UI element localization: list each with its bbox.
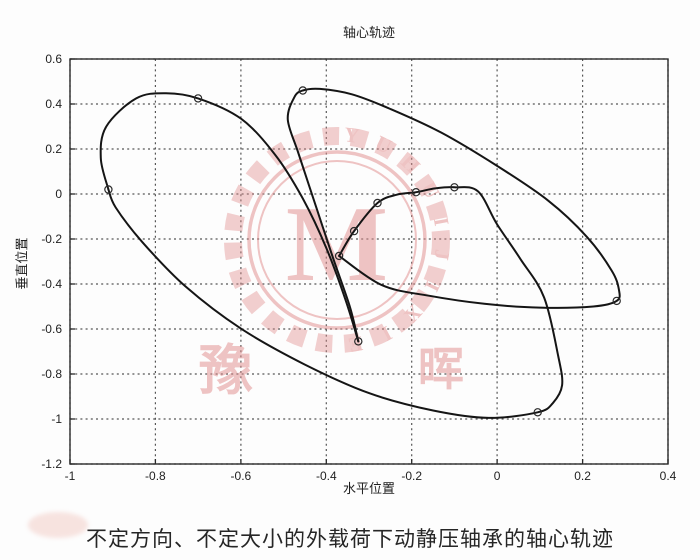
y-tick-label: 0.4 <box>45 97 62 111</box>
x-tick-label: 0 <box>494 469 501 483</box>
x-tick-label: -1 <box>65 469 76 483</box>
y-tick-label: -0.6 <box>41 322 62 336</box>
watermark-letter: H <box>396 149 424 178</box>
y-tick-label: -0.2 <box>41 232 62 246</box>
orbit-marker <box>373 198 382 208</box>
watermark-inner-circle <box>257 160 417 320</box>
y-tick-label: -1 <box>51 412 62 426</box>
x-tick-label: -0.8 <box>145 469 166 483</box>
y-tick-label: -0.4 <box>41 277 62 291</box>
orbit-marker <box>334 251 344 261</box>
watermark-letter: U <box>371 131 395 159</box>
watermark-logo: MY UHUIJIXIE豫晖 <box>199 122 464 401</box>
watermark-gear-ring <box>224 127 450 353</box>
watermark-outer-circle <box>247 150 427 330</box>
orbit-path <box>99 92 360 343</box>
watermark-m-emblem: M <box>286 185 388 304</box>
orbit-marker <box>612 296 621 306</box>
figure-caption: 不定方向、不定大小的外载荷下动静压轴承的轴心轨迹 <box>86 527 614 551</box>
watermark-letter: J <box>429 248 454 262</box>
watermark-char-right: 晖 <box>418 344 464 395</box>
orbit-path <box>107 186 564 419</box>
orbit-path <box>286 87 621 343</box>
x-tick-label: -0.4 <box>316 469 337 483</box>
y-tick-label: 0 <box>55 187 62 201</box>
y-tick-label: -1.2 <box>41 457 62 471</box>
y-tick-label: 0.2 <box>45 142 62 156</box>
x-tick-label: 0.2 <box>574 469 591 483</box>
x-tick-label: -0.2 <box>401 469 422 483</box>
scan-smudge <box>28 512 88 538</box>
plot-frame <box>69 58 669 465</box>
orbit-marker <box>411 187 421 197</box>
x-tick-label: 0.4 <box>660 469 677 483</box>
chart-title: 轴心轨迹 <box>342 25 395 40</box>
y-tick-label: -0.8 <box>41 367 62 381</box>
orbit-marker <box>354 337 363 346</box>
orbit-marker <box>450 183 459 192</box>
orbit-marker <box>349 226 359 236</box>
y-axis-label: 垂直位置 <box>14 237 30 290</box>
orbit-marker <box>104 185 113 194</box>
orbit-marker <box>298 86 307 95</box>
y-tick-label: 0.6 <box>45 52 62 66</box>
x-tick-label: -0.6 <box>231 469 252 483</box>
orbit-marker <box>193 94 203 103</box>
watermark-char-left: 豫 <box>199 341 253 401</box>
orbit-marker <box>533 408 542 417</box>
watermark-letter: Y <box>343 122 361 148</box>
x-axis-label: 水平位置 <box>342 481 395 496</box>
